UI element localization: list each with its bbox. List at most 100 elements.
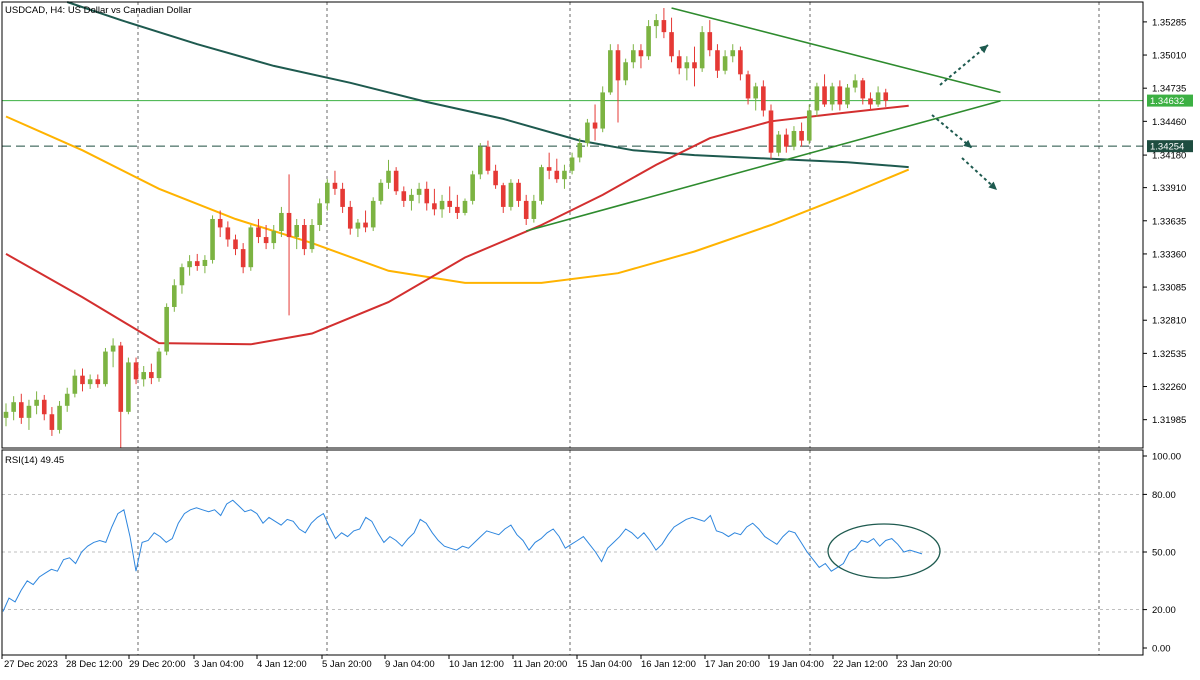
candle-body	[485, 146, 491, 171]
candle	[325, 179, 330, 211]
candle-body	[194, 261, 200, 266]
candle	[692, 46, 697, 87]
candle	[814, 82, 820, 117]
candle-body	[80, 375, 85, 385]
price-tick-label: 1.33910	[1152, 183, 1186, 194]
candle-body	[110, 345, 116, 352]
candle	[263, 225, 269, 250]
candle	[707, 20, 713, 57]
candle	[370, 197, 376, 232]
candle	[661, 8, 667, 39]
candle-body	[531, 200, 537, 219]
candle	[562, 164, 567, 189]
rsi-line	[2, 499, 923, 612]
candle-body	[883, 92, 889, 101]
candle	[684, 56, 690, 81]
candle-body	[829, 86, 835, 105]
candle	[194, 253, 200, 271]
candle-body	[608, 50, 613, 93]
candle-body	[271, 231, 277, 244]
candle	[478, 143, 483, 180]
candle	[286, 174, 292, 316]
price-tick-label: 1.35285	[1152, 17, 1186, 28]
candle-body	[26, 405, 32, 418]
candle	[493, 164, 498, 189]
candle	[761, 80, 766, 117]
candle-body	[64, 393, 70, 406]
candle	[240, 243, 246, 274]
candle	[439, 194, 445, 218]
candle	[845, 83, 850, 109]
candle-body	[3, 411, 9, 418]
candle	[539, 164, 544, 205]
candle-body	[653, 20, 659, 27]
rsi-tick-label: 100.00	[1152, 452, 1181, 463]
time-tick-label: 4 Jan 12:00	[257, 659, 307, 670]
rsi-tick-label: 80.00	[1152, 490, 1176, 501]
candle-body	[340, 188, 345, 207]
time-tick-label: 29 Dec 20:00	[129, 659, 186, 670]
candle-body	[493, 170, 498, 186]
arrow-head	[988, 181, 997, 190]
candle	[676, 50, 682, 75]
candle-body	[409, 194, 414, 201]
candle	[41, 394, 47, 421]
candle	[141, 366, 146, 387]
candle	[531, 194, 537, 223]
candle	[3, 403, 9, 427]
candle	[49, 407, 55, 436]
candle	[508, 179, 514, 211]
candle	[875, 86, 881, 107]
candle	[217, 210, 223, 238]
price-tick-label: 1.34735	[1152, 84, 1186, 95]
candle-body	[87, 379, 93, 385]
candle-body	[432, 203, 437, 210]
time-tick-label: 19 Jan 04:00	[769, 659, 824, 670]
candle	[722, 50, 728, 75]
candle-body	[133, 362, 139, 380]
candle	[822, 74, 827, 107]
candle	[409, 188, 414, 211]
candle-body	[745, 74, 751, 99]
candle	[784, 128, 789, 153]
candle-body	[332, 182, 338, 189]
candle	[516, 179, 521, 207]
candle	[72, 369, 78, 398]
candle-body	[103, 351, 108, 385]
candle-body	[692, 62, 697, 69]
candle	[631, 44, 636, 69]
candle-body	[577, 143, 583, 158]
candle	[638, 44, 644, 69]
candle	[225, 221, 231, 247]
rsi-highlight-ellipse	[827, 523, 941, 579]
candle-body	[554, 170, 560, 180]
time-tick-label: 17 Jan 20:00	[705, 659, 760, 670]
candle-body	[309, 225, 315, 250]
candle	[585, 118, 590, 147]
candle-body	[19, 402, 24, 418]
candle-body	[416, 188, 422, 195]
candle-body	[753, 86, 758, 99]
candle-body	[279, 212, 284, 232]
ema-mid-line	[5, 115, 910, 284]
candle-body	[141, 372, 146, 380]
candle-body	[868, 98, 873, 105]
candle	[669, 17, 674, 63]
candle	[187, 255, 192, 276]
arrow-shaft	[931, 114, 973, 149]
candle-body	[860, 80, 866, 99]
candle-body	[217, 218, 223, 228]
candle-body	[393, 170, 399, 192]
price-tick-label: 1.35010	[1152, 51, 1186, 62]
current-price-tag	[1147, 94, 1193, 107]
candle-body	[172, 285, 177, 307]
candle-body	[791, 130, 797, 147]
candle-body	[233, 239, 238, 250]
rsi-tick-label: 50.00	[1152, 548, 1176, 559]
candle-body	[386, 170, 391, 183]
candle	[569, 152, 575, 175]
candle	[64, 387, 70, 412]
time-tick-label: 23 Jan 20:00	[897, 659, 952, 670]
